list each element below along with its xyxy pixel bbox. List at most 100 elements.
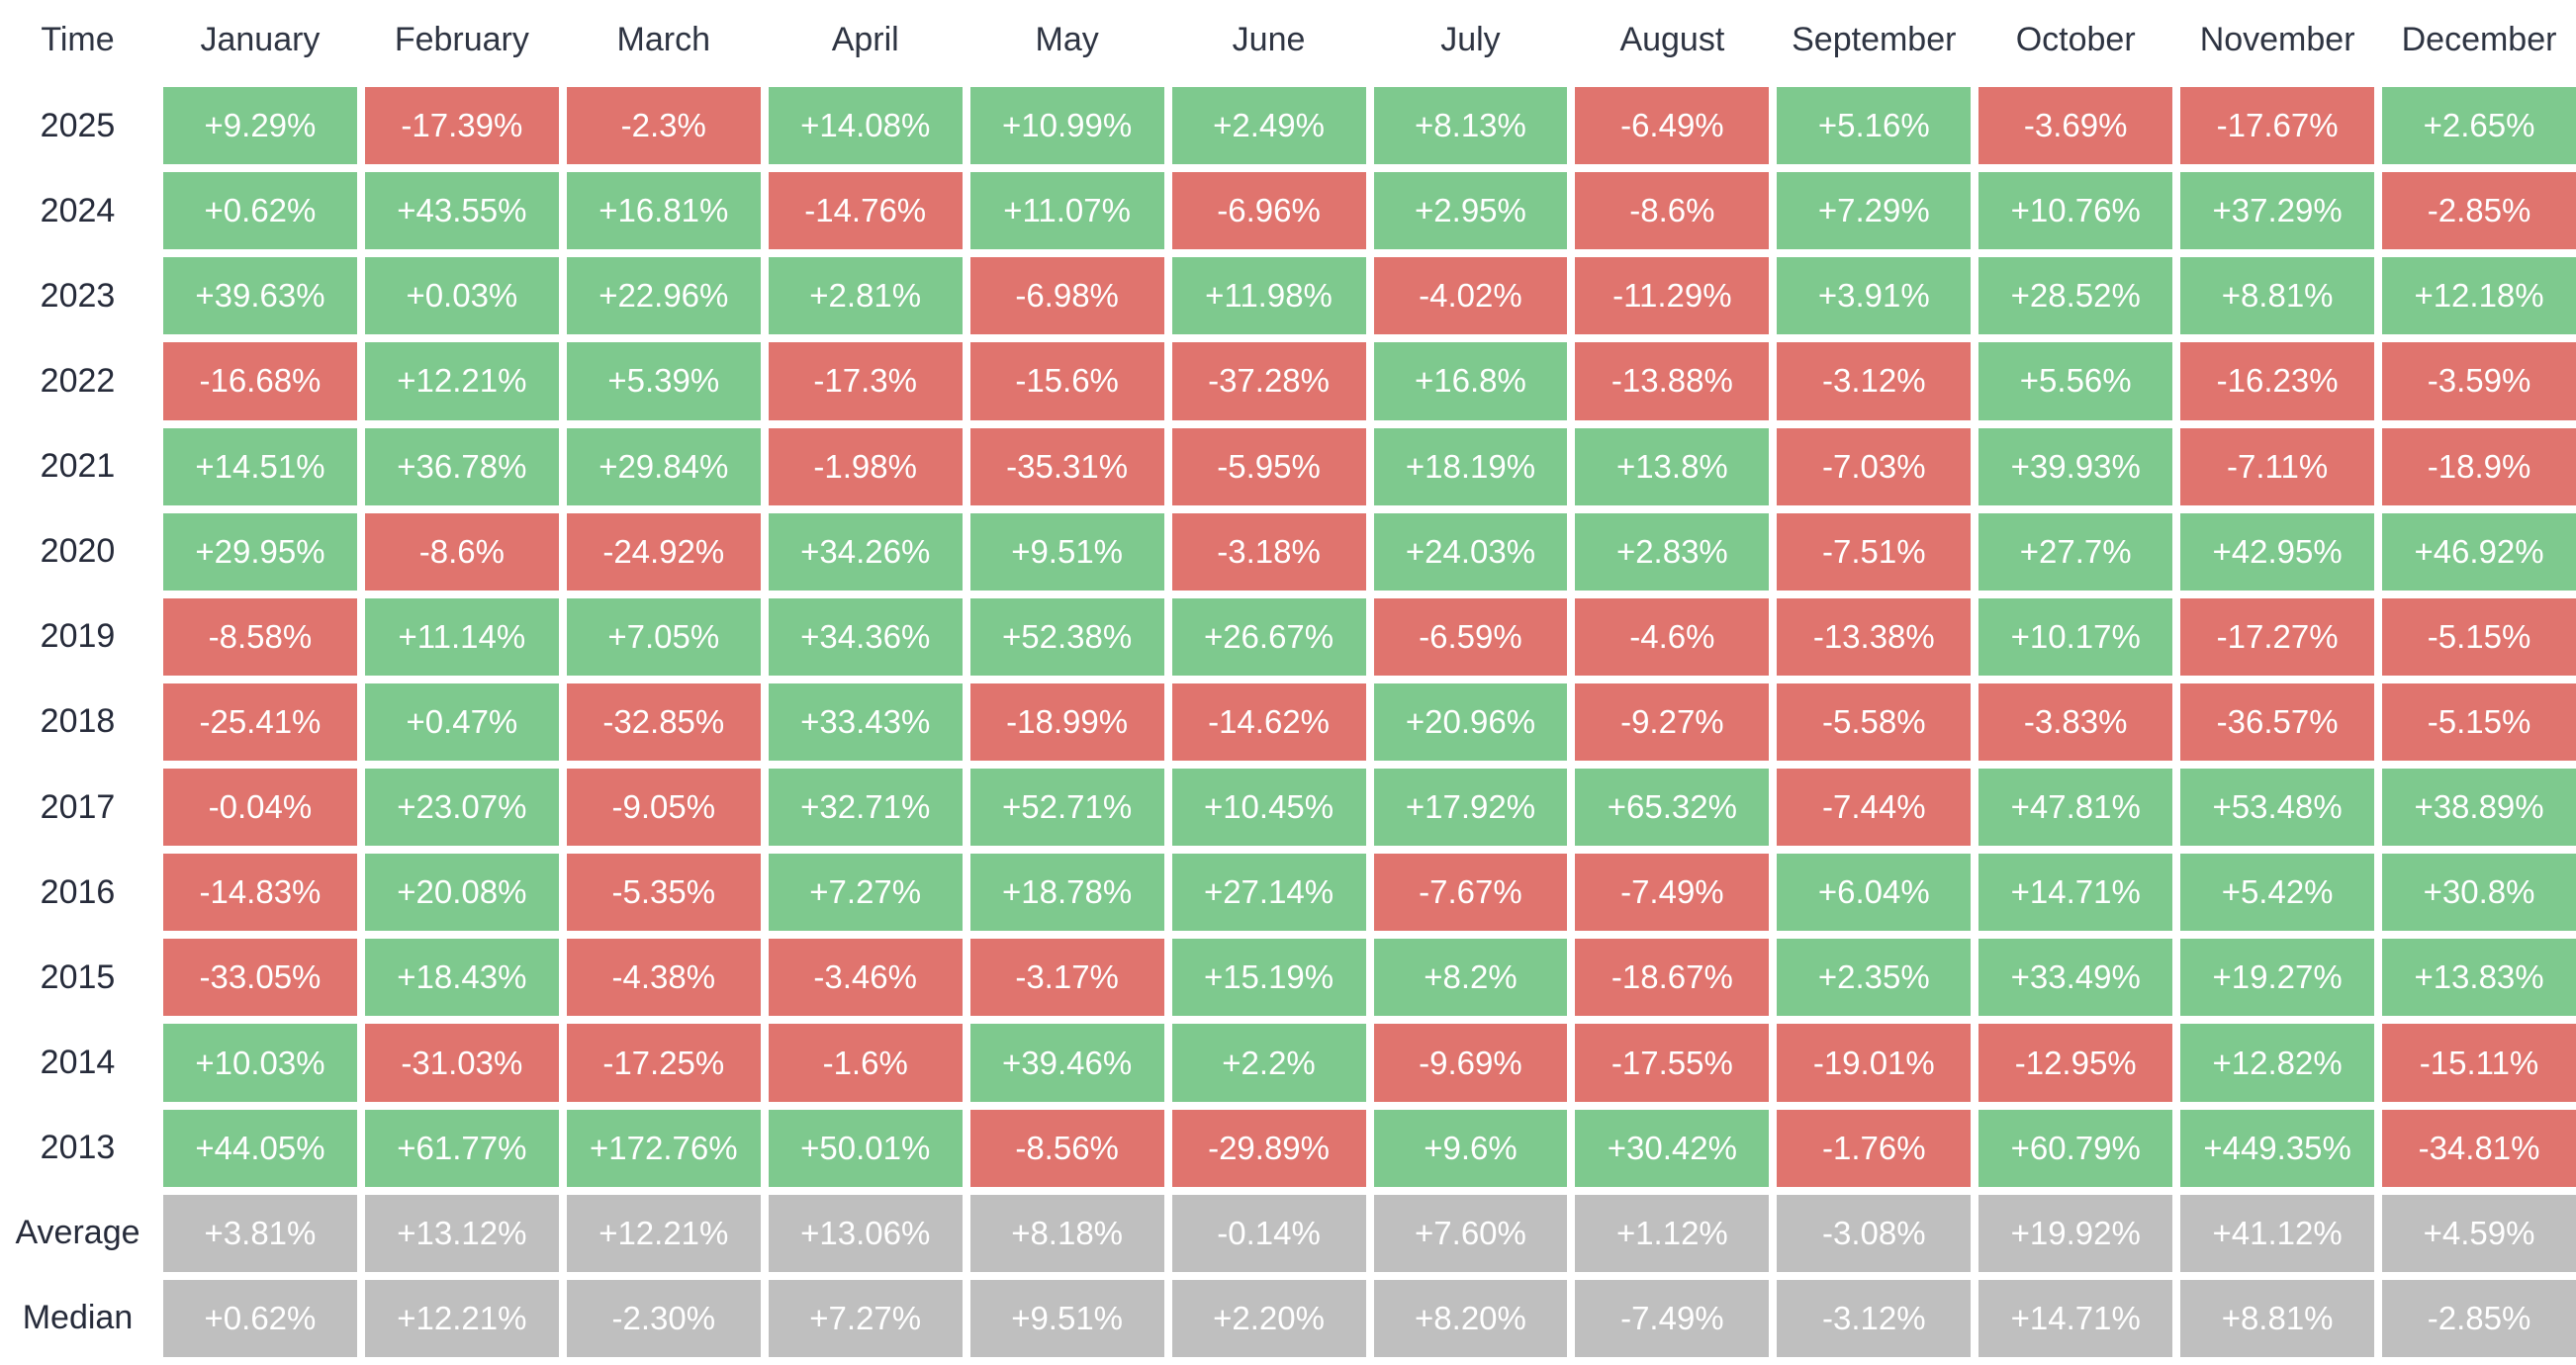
return-cell-2024-october: +10.76%: [1978, 172, 2173, 250]
return-cell-2013-march: +172.76%: [566, 1109, 761, 1187]
month-header-april: April: [768, 0, 963, 79]
row-label-2020: 2020: [0, 512, 155, 591]
return-cell-2022-august: -13.88%: [1575, 342, 1770, 420]
return-cell-average-april: +13.06%: [768, 1194, 963, 1272]
return-cell-2016-february: +20.08%: [364, 854, 559, 932]
return-cell-2016-january: -14.83%: [163, 854, 357, 932]
return-cell-2018-december: -5.15%: [2382, 682, 2576, 762]
return-cell-2020-november: +42.95%: [2180, 512, 2375, 591]
return-cell-2014-april: -1.6%: [768, 1024, 963, 1102]
row-label-2017: 2017: [0, 769, 155, 847]
return-cell-2025-august: -6.49%: [1575, 87, 1770, 165]
return-cell-average-march: +12.21%: [566, 1194, 761, 1272]
row-label-2016: 2016: [0, 854, 155, 932]
return-cell-2014-september: -19.01%: [1777, 1024, 1972, 1102]
return-cell-2016-june: +27.14%: [1171, 854, 1366, 932]
row-label-2025: 2025: [0, 87, 155, 165]
return-cell-2024-february: +43.55%: [364, 172, 559, 250]
return-cell-2024-january: +0.62%: [163, 172, 357, 250]
return-cell-2023-june: +11.98%: [1171, 257, 1366, 335]
return-cell-2013-february: +61.77%: [364, 1109, 559, 1187]
return-cell-2016-august: -7.49%: [1575, 854, 1770, 932]
return-cell-median-april: +7.27%: [768, 1279, 963, 1357]
return-cell-average-september: -3.08%: [1777, 1194, 1972, 1272]
return-cell-2013-august: +30.42%: [1575, 1109, 1770, 1187]
return-cell-2021-march: +29.84%: [566, 427, 761, 505]
return-cell-2021-august: +13.8%: [1575, 427, 1770, 505]
return-cell-2024-july: +2.95%: [1373, 172, 1568, 250]
return-cell-2018-july: +20.96%: [1373, 682, 1568, 762]
row-label-2014: 2014: [0, 1024, 155, 1102]
return-cell-2018-january: -25.41%: [163, 682, 357, 762]
return-cell-2022-february: +12.21%: [364, 342, 559, 420]
return-cell-median-october: +14.71%: [1978, 1279, 2173, 1357]
return-cell-2015-november: +19.27%: [2180, 939, 2375, 1017]
row-label-2022: 2022: [0, 342, 155, 420]
return-cell-2018-may: -18.99%: [969, 682, 1164, 762]
return-cell-2023-may: -6.98%: [969, 257, 1164, 335]
return-cell-2013-july: +9.6%: [1373, 1109, 1568, 1187]
return-cell-2016-december: +30.8%: [2382, 854, 2576, 932]
return-cell-2014-december: -15.11%: [2382, 1024, 2576, 1102]
return-cell-2020-june: -3.18%: [1171, 512, 1366, 591]
return-cell-2017-january: -0.04%: [163, 769, 357, 847]
return-cell-2013-may: -8.56%: [969, 1109, 1164, 1187]
return-cell-2024-september: +7.29%: [1777, 172, 1972, 250]
return-cell-2018-march: -32.85%: [566, 682, 761, 762]
return-cell-2020-august: +2.83%: [1575, 512, 1770, 591]
return-cell-2013-june: -29.89%: [1171, 1109, 1366, 1187]
return-cell-median-june: +2.20%: [1171, 1279, 1366, 1357]
return-cell-2022-may: -15.6%: [969, 342, 1164, 420]
return-cell-2017-september: -7.44%: [1777, 769, 1972, 847]
return-cell-2018-february: +0.47%: [364, 682, 559, 762]
return-cell-2013-november: +449.35%: [2180, 1109, 2375, 1187]
return-cell-average-january: +3.81%: [163, 1194, 357, 1272]
row-label-2019: 2019: [0, 597, 155, 676]
return-cell-2022-september: -3.12%: [1777, 342, 1972, 420]
return-cell-2025-december: +2.65%: [2382, 87, 2576, 165]
return-cell-2014-june: +2.2%: [1171, 1024, 1366, 1102]
return-cell-2013-september: -1.76%: [1777, 1109, 1972, 1187]
return-cell-2025-october: -3.69%: [1978, 87, 2173, 165]
month-header-february: February: [364, 0, 559, 79]
return-cell-median-january: +0.62%: [163, 1279, 357, 1357]
return-cell-2019-january: -8.58%: [163, 597, 357, 676]
return-cell-median-may: +9.51%: [969, 1279, 1164, 1357]
return-cell-median-july: +8.20%: [1373, 1279, 1568, 1357]
return-cell-2019-february: +11.14%: [364, 597, 559, 676]
row-label-2024: 2024: [0, 172, 155, 250]
return-cell-2022-november: -16.23%: [2180, 342, 2375, 420]
return-cell-2025-february: -17.39%: [364, 87, 559, 165]
return-cell-2017-november: +53.48%: [2180, 769, 2375, 847]
return-cell-2023-july: -4.02%: [1373, 257, 1568, 335]
return-cell-2015-december: +13.83%: [2382, 939, 2576, 1017]
row-label-average: Average: [0, 1194, 155, 1272]
return-cell-2013-october: +60.79%: [1978, 1109, 2173, 1187]
return-cell-2014-october: -12.95%: [1978, 1024, 2173, 1102]
return-cell-2018-june: -14.62%: [1171, 682, 1366, 762]
return-cell-2017-february: +23.07%: [364, 769, 559, 847]
return-cell-2024-may: +11.07%: [969, 172, 1164, 250]
return-cell-2024-june: -6.96%: [1171, 172, 1366, 250]
return-cell-2015-january: -33.05%: [163, 939, 357, 1017]
return-cell-2016-may: +18.78%: [969, 854, 1164, 932]
return-cell-2024-april: -14.76%: [768, 172, 963, 250]
month-header-october: October: [1978, 0, 2173, 79]
row-label-median: Median: [0, 1279, 155, 1357]
return-cell-2022-january: -16.68%: [163, 342, 357, 420]
return-cell-average-november: +41.12%: [2180, 1194, 2375, 1272]
month-header-august: August: [1575, 0, 1770, 79]
return-cell-2021-september: -7.03%: [1777, 427, 1972, 505]
return-cell-2015-february: +18.43%: [364, 939, 559, 1017]
month-header-december: December: [2382, 0, 2576, 79]
return-cell-2017-july: +17.92%: [1373, 769, 1568, 847]
return-cell-2022-october: +5.56%: [1978, 342, 2173, 420]
return-cell-2018-september: -5.58%: [1777, 682, 1972, 762]
return-cell-average-december: +4.59%: [2382, 1194, 2576, 1272]
return-cell-2025-january: +9.29%: [163, 87, 357, 165]
return-cell-2022-april: -17.3%: [768, 342, 963, 420]
return-cell-2021-february: +36.78%: [364, 427, 559, 505]
return-cell-2019-november: -17.27%: [2180, 597, 2375, 676]
return-cell-2025-november: -17.67%: [2180, 87, 2375, 165]
return-cell-2022-june: -37.28%: [1171, 342, 1366, 420]
